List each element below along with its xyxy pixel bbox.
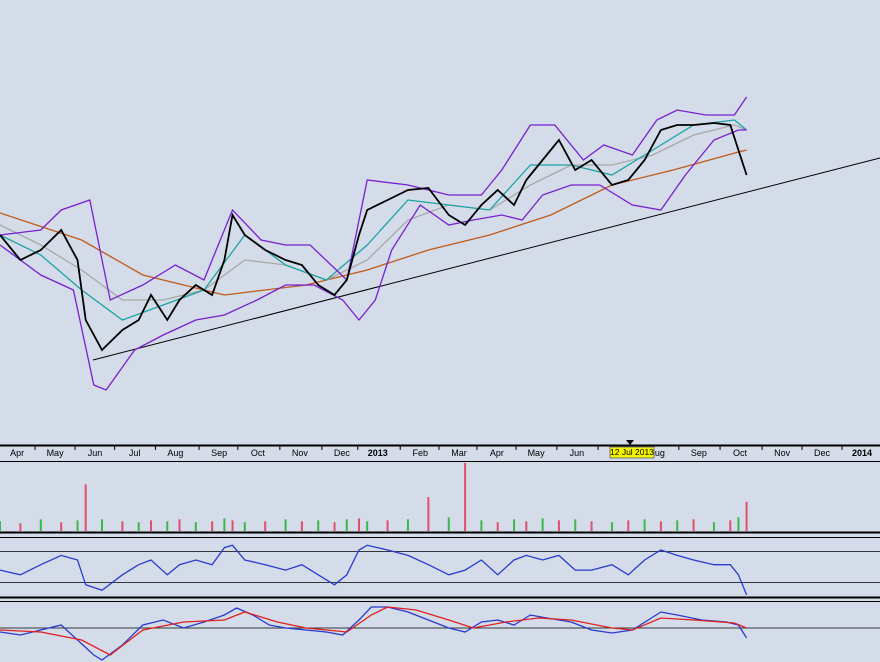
volume-bar bbox=[333, 522, 336, 531]
volume-bar bbox=[676, 520, 679, 531]
x-tick-label: Nov bbox=[774, 448, 791, 458]
series-line bbox=[0, 606, 747, 656]
volume-bar bbox=[317, 520, 320, 531]
volume-bar bbox=[464, 462, 467, 531]
panel-borders bbox=[0, 444, 880, 602]
series-line bbox=[0, 129, 747, 391]
x-tick-label: Aug bbox=[167, 448, 183, 458]
series-line bbox=[0, 149, 747, 296]
volume-bar bbox=[223, 518, 226, 531]
x-tick-label: Dec bbox=[334, 448, 351, 458]
x-tick-label: Oct bbox=[733, 448, 748, 458]
volume-bar bbox=[178, 519, 181, 531]
x-tick-label: 2013 bbox=[368, 448, 388, 458]
volume-bar bbox=[345, 519, 348, 531]
volume-bar bbox=[729, 520, 732, 531]
x-tick-label: May bbox=[47, 448, 65, 458]
volume-bar bbox=[643, 519, 646, 531]
series-line bbox=[0, 119, 748, 321]
volume-bar bbox=[525, 521, 528, 531]
volume-bar bbox=[737, 517, 740, 531]
cursor-marker bbox=[626, 440, 634, 445]
x-tick-label: Mar bbox=[451, 448, 467, 458]
volume-bar bbox=[84, 484, 87, 531]
volume-bar bbox=[264, 521, 267, 531]
volume-bar bbox=[590, 521, 593, 531]
x-tick-label: Apr bbox=[10, 448, 24, 458]
x-tick-label: Jun bbox=[88, 448, 103, 458]
x-tick-label: Dec bbox=[814, 448, 831, 458]
volume-bar bbox=[121, 521, 124, 531]
volume-bar bbox=[496, 522, 499, 531]
volume-bar bbox=[100, 519, 103, 531]
volume-bar bbox=[557, 520, 560, 531]
cursor-label-box bbox=[609, 446, 655, 459]
volume-bar bbox=[447, 517, 450, 531]
volume-bar bbox=[166, 521, 169, 531]
series-line bbox=[0, 96, 748, 301]
x-tick-label: May bbox=[528, 448, 546, 458]
volume-bar bbox=[574, 519, 577, 531]
volume-bar bbox=[712, 522, 715, 531]
volume-bar bbox=[610, 522, 613, 531]
x-tick-label: Oct bbox=[251, 448, 266, 458]
volume-bar bbox=[137, 522, 140, 531]
volume-bar bbox=[76, 520, 79, 531]
volume-bar bbox=[627, 520, 630, 531]
x-tick-label: Nov bbox=[292, 448, 309, 458]
volume-bar bbox=[427, 496, 430, 531]
x-tick-label: Jun bbox=[570, 448, 585, 458]
trend-line bbox=[92, 157, 880, 361]
volume-bar bbox=[284, 519, 287, 531]
volume-bar bbox=[406, 519, 409, 531]
volume-bar bbox=[60, 522, 63, 531]
volume-bar bbox=[300, 521, 303, 531]
x-tick-label: Sep bbox=[691, 448, 707, 458]
series-line bbox=[0, 544, 748, 596]
volume-bar bbox=[366, 521, 369, 531]
volume-bar bbox=[231, 520, 234, 531]
volume-bar bbox=[692, 519, 695, 531]
x-tick-label: Aug bbox=[649, 448, 665, 458]
volume-bar bbox=[386, 520, 389, 531]
x-tick-label: Jul bbox=[129, 448, 141, 458]
volume-bar bbox=[513, 519, 516, 531]
volume-bar bbox=[541, 518, 544, 531]
volume-bar bbox=[39, 519, 42, 531]
volume-bar bbox=[480, 520, 483, 531]
series-line bbox=[0, 122, 748, 352]
x-tick-label: 2014 bbox=[852, 448, 872, 458]
x-tick-label: Feb bbox=[412, 448, 428, 458]
volume-bar bbox=[194, 522, 197, 531]
volume-bar bbox=[745, 501, 748, 531]
volume-bar bbox=[243, 522, 246, 531]
volume-bar bbox=[211, 521, 214, 531]
x-tick-label: Sep bbox=[211, 448, 227, 458]
volume-bar bbox=[19, 523, 22, 531]
volume-bar bbox=[149, 520, 152, 531]
x-tick-label: Apr bbox=[490, 448, 504, 458]
volume-bar bbox=[358, 518, 361, 531]
cursor-label: 12 Jul 2013 bbox=[610, 447, 654, 457]
volume-bar bbox=[659, 521, 662, 531]
volume-bar bbox=[0, 521, 1, 531]
